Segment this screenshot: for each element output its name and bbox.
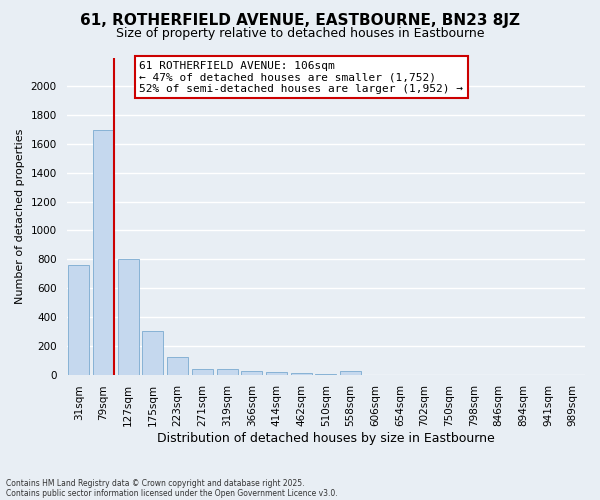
- Bar: [68, 265, 89, 374]
- Bar: [217, 368, 238, 374]
- Text: Size of property relative to detached houses in Eastbourne: Size of property relative to detached ho…: [116, 28, 484, 40]
- Y-axis label: Number of detached properties: Number of detached properties: [15, 128, 25, 304]
- Bar: [93, 130, 114, 374]
- Bar: [142, 332, 163, 374]
- Text: Contains HM Land Registry data © Crown copyright and database right 2025.: Contains HM Land Registry data © Crown c…: [6, 478, 305, 488]
- Text: 61, ROTHERFIELD AVENUE, EASTBOURNE, BN23 8JZ: 61, ROTHERFIELD AVENUE, EASTBOURNE, BN23…: [80, 12, 520, 28]
- Bar: [118, 260, 139, 374]
- Bar: [167, 358, 188, 374]
- X-axis label: Distribution of detached houses by size in Eastbourne: Distribution of detached houses by size …: [157, 432, 494, 445]
- Bar: [192, 368, 213, 374]
- Text: 61 ROTHERFIELD AVENUE: 106sqm
← 47% of detached houses are smaller (1,752)
52% o: 61 ROTHERFIELD AVENUE: 106sqm ← 47% of d…: [139, 60, 463, 94]
- Text: Contains public sector information licensed under the Open Government Licence v3: Contains public sector information licen…: [6, 488, 338, 498]
- Bar: [340, 371, 361, 374]
- Bar: [266, 372, 287, 374]
- Bar: [241, 371, 262, 374]
